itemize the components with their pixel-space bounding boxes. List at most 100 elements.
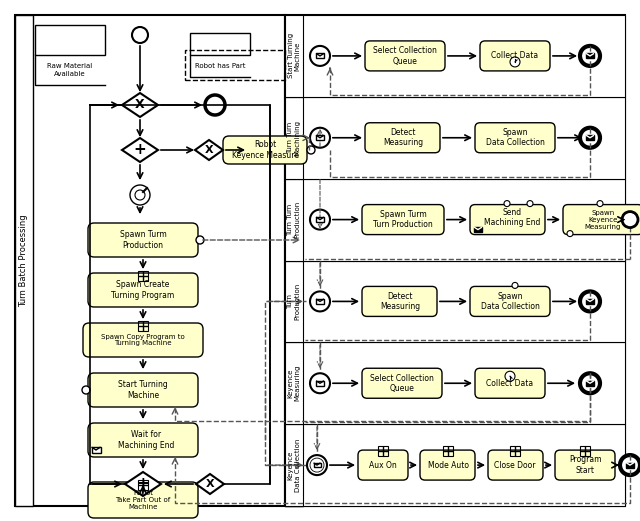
FancyBboxPatch shape [480,41,550,71]
Circle shape [307,455,327,475]
FancyBboxPatch shape [470,205,545,234]
Text: Raw Material
Available: Raw Material Available [47,64,93,77]
FancyBboxPatch shape [475,123,555,153]
Text: Start Turning
Machine: Start Turning Machine [118,380,168,400]
Circle shape [580,46,600,66]
Bar [586,54,594,58]
Circle shape [310,128,330,148]
FancyBboxPatch shape [470,287,550,316]
Text: X: X [205,145,213,155]
Bar [378,446,388,456]
Text: +: + [136,477,149,491]
Text: Collect Data: Collect Data [486,379,534,388]
Bar [316,54,324,58]
Bar [138,321,148,331]
Bar [443,446,453,456]
FancyBboxPatch shape [358,450,408,480]
Circle shape [310,209,330,230]
Circle shape [580,128,600,148]
Text: Turn
Production: Turn Production [287,283,301,320]
Text: Collect Data: Collect Data [492,52,539,60]
Bar [15,15,285,506]
Text: Turn Turn
Production: Turn Turn Production [287,201,301,238]
Bar [285,260,625,342]
Bar [586,299,594,304]
FancyBboxPatch shape [362,368,442,398]
Circle shape [196,236,204,244]
FancyBboxPatch shape [475,368,545,398]
Circle shape [567,231,573,237]
Circle shape [132,27,148,43]
FancyBboxPatch shape [555,450,615,480]
Text: Select Collection
Queue: Select Collection Queue [373,46,437,66]
Circle shape [310,291,330,312]
Text: Turn Batch Processing: Turn Batch Processing [19,215,29,307]
Polygon shape [122,93,158,117]
Text: Keyence
Data Collection: Keyence Data Collection [287,438,301,492]
Polygon shape [196,474,224,494]
Bar [285,260,303,342]
Bar [285,97,625,179]
Bar [586,135,594,140]
Bar [316,217,324,222]
Circle shape [82,386,90,394]
Text: Aux On: Aux On [369,461,397,469]
Circle shape [622,212,638,228]
Text: Start Turning
Machine: Start Turning Machine [287,33,301,79]
Bar [285,342,303,424]
FancyBboxPatch shape [488,450,543,480]
Text: X: X [205,479,214,489]
Text: Turn Turn
Machining: Turn Turn Machining [287,120,301,156]
Bar [92,447,100,453]
Text: X: X [135,98,145,111]
Bar [285,424,303,506]
Text: +: + [134,143,147,157]
FancyBboxPatch shape [362,205,444,234]
Text: Robot has Part: Robot has Part [195,63,245,69]
Circle shape [307,146,315,154]
Circle shape [310,46,330,66]
Bar [285,97,303,179]
Bar [314,463,321,467]
Circle shape [505,371,515,381]
Text: Spawn
Data Collection: Spawn Data Collection [486,128,545,147]
FancyBboxPatch shape [365,41,445,71]
Text: Spawn Turm
Turn Production: Spawn Turm Turn Production [373,210,433,229]
Text: Spawn
Keyence
Measuring: Spawn Keyence Measuring [585,209,621,230]
Bar [15,15,33,506]
FancyBboxPatch shape [563,205,640,234]
Text: Spawn Create
Turning Program: Spawn Create Turning Program [111,280,175,300]
Bar [316,135,324,140]
FancyBboxPatch shape [88,423,198,457]
Circle shape [512,282,518,289]
Text: Spawn Copy Program to
Turning Machine: Spawn Copy Program to Turning Machine [101,333,185,346]
FancyBboxPatch shape [88,482,198,518]
Circle shape [310,373,330,393]
Circle shape [620,455,640,475]
Bar [285,15,303,97]
Polygon shape [195,140,223,160]
Bar [285,179,303,260]
Text: Program
Start: Program Start [569,455,601,475]
Text: Robot
Keyence Measure: Robot Keyence Measure [232,140,298,160]
Bar [586,381,594,386]
Bar [316,381,324,386]
Bar [138,480,148,490]
Polygon shape [122,138,158,162]
FancyBboxPatch shape [88,273,198,307]
Text: Wait for
Machining End: Wait for Machining End [118,430,174,450]
Circle shape [510,57,520,67]
Text: Keyence
Measuring: Keyence Measuring [287,365,301,402]
Bar [285,15,625,506]
Text: Robot
Take Part Out of
Machine: Robot Take Part Out of Machine [115,490,171,510]
Bar [580,446,590,456]
Polygon shape [125,472,161,496]
Circle shape [310,458,324,472]
Circle shape [580,291,600,312]
Bar [138,271,148,281]
Bar [285,15,303,506]
Bar [474,227,482,232]
FancyBboxPatch shape [223,136,307,164]
Bar [510,446,520,456]
FancyBboxPatch shape [362,287,437,316]
